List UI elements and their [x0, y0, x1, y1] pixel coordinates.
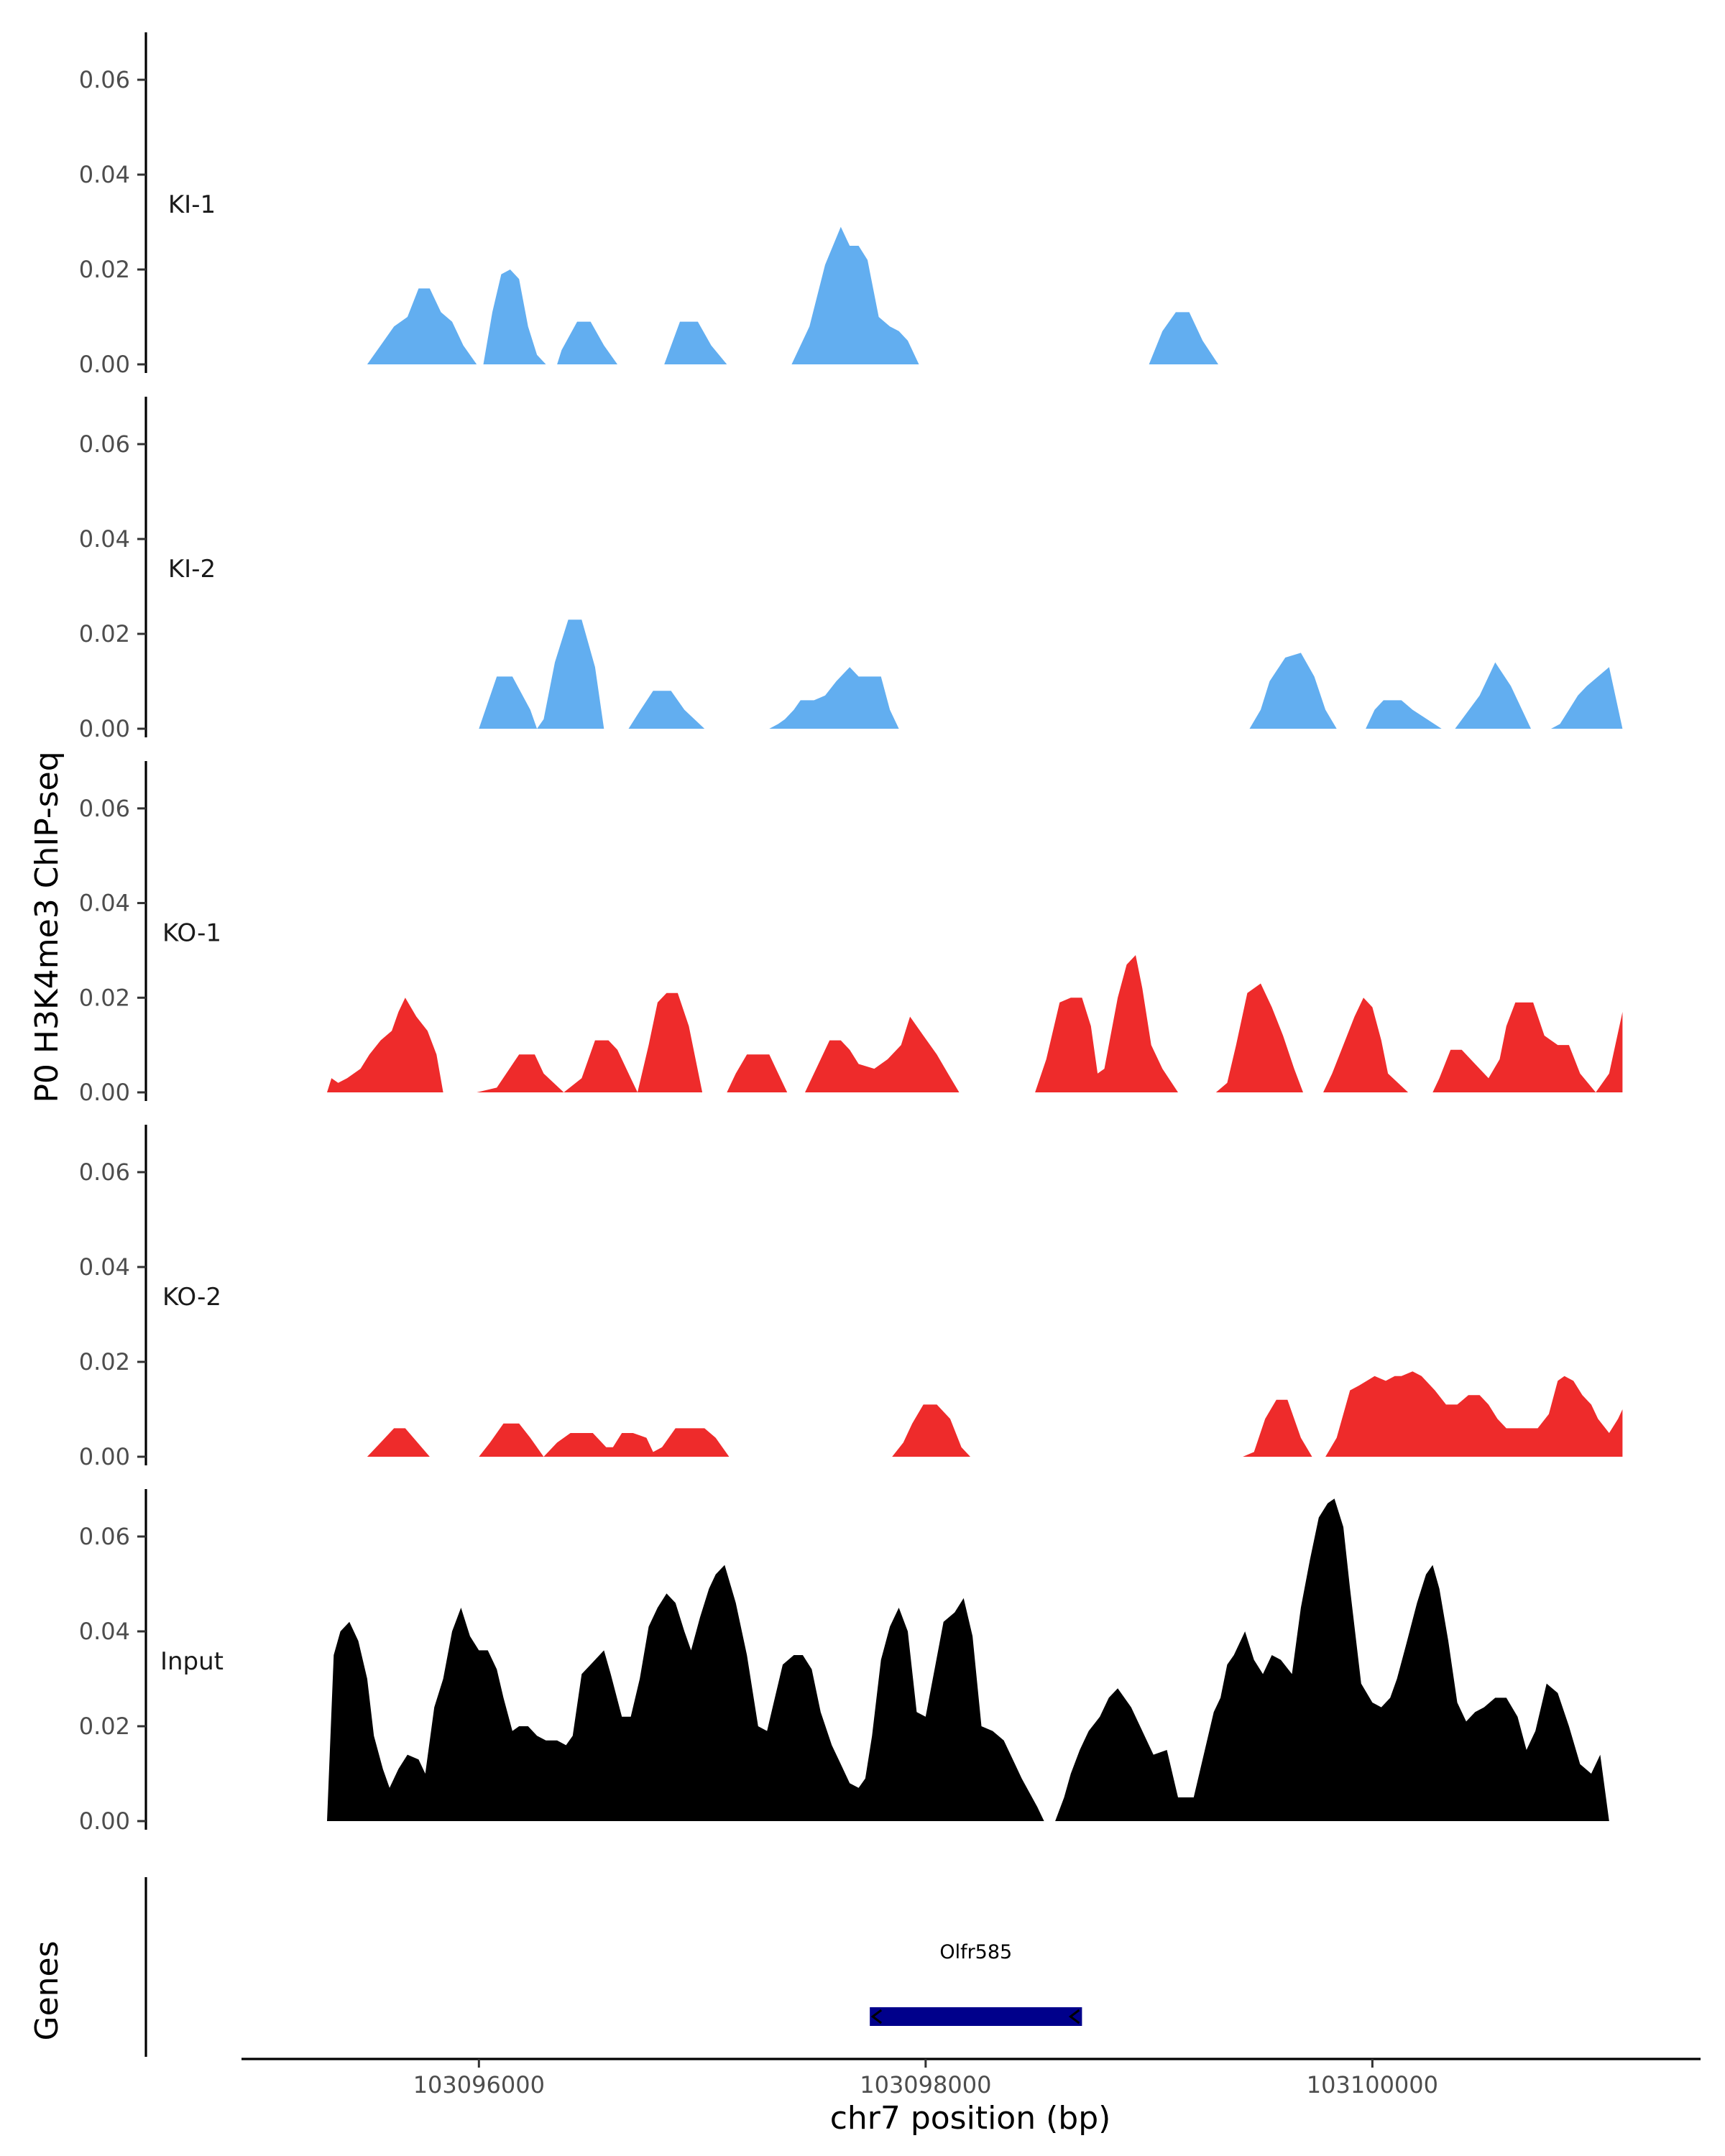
track-ki-1: 0.00 0.02 0.04 0.06 KI-1 — [79, 32, 1218, 378]
x-axis-title: chr7 position (bp) — [830, 2100, 1111, 2137]
signal-area-input — [327, 1498, 1609, 1821]
y-tick-label: 0.02 — [79, 256, 130, 283]
x-axis: 103096000 103098000 103100000 — [242, 2058, 1701, 2099]
track-label: KO-2 — [162, 1283, 221, 1312]
gene-body — [870, 2007, 1082, 2026]
genes-track-label: Genes — [29, 1940, 65, 2040]
track-ko-1: 0.00 0.02 0.04 0.06 KO-1 — [79, 761, 1623, 1106]
y-tick-label: 0.04 — [79, 1253, 130, 1281]
gene-label: Olfr585 — [939, 1941, 1012, 1963]
signal-area-ko-1 — [327, 955, 1623, 1092]
track-ki-2: 0.00 0.02 0.04 0.06 KI-2 — [79, 397, 1623, 742]
y-tick-label: 0.00 — [79, 1079, 130, 1106]
strand-arrow — [870, 2009, 883, 2024]
y-tick-label: 0.02 — [79, 984, 130, 1011]
track-label: Input — [160, 1647, 224, 1676]
y-tick-label: 0.06 — [79, 1158, 130, 1186]
signal-area-ko-2 — [367, 1371, 1623, 1457]
x-tick-label: 103100000 — [1307, 2071, 1438, 2099]
tracks-layer: 0.00 0.02 0.04 0.06 KI-1 0.00 0.02 0.04 0.06 KI-2… — [79, 32, 1623, 1835]
x-tick-label: 103096000 — [413, 2071, 545, 2099]
y-tick-label: 0.04 — [79, 525, 130, 553]
x-tick-label: 103098000 — [860, 2071, 991, 2099]
track-label: KI-2 — [168, 555, 216, 584]
y-tick-label: 0.04 — [79, 1618, 130, 1645]
y-tick-label: 0.04 — [79, 161, 130, 188]
y-tick-label: 0.06 — [79, 430, 130, 458]
signal-area-ki-1 — [367, 226, 1218, 364]
strand-arrow — [1068, 2009, 1080, 2024]
y-tick-label: 0.00 — [79, 715, 130, 742]
y-axis-title: P0 H3K4me3 ChIP-seq — [29, 751, 65, 1102]
genes-track: Olfr585 — [144, 1877, 1082, 2057]
y-tick-label: 0.06 — [79, 66, 130, 93]
y-tick-label: 0.02 — [79, 1713, 130, 1740]
y-tick-label: 0.06 — [79, 1523, 130, 1550]
y-tick-label: 0.00 — [79, 351, 130, 378]
y-tick-label: 0.02 — [79, 1348, 130, 1376]
y-tick-label: 0.00 — [79, 1443, 130, 1470]
track-label: KO-1 — [162, 918, 221, 947]
y-tick-label: 0.02 — [79, 620, 130, 648]
y-tick-label: 0.00 — [79, 1807, 130, 1835]
track-ko-2: 0.00 0.02 0.04 0.06 KO-2 — [79, 1125, 1623, 1470]
track-input: 0.00 0.02 0.04 0.06 Input — [79, 1489, 1609, 1835]
signal-area-ki-2 — [467, 619, 1623, 729]
y-tick-label: 0.04 — [79, 890, 130, 917]
gene-olfr585: Olfr585 — [870, 1941, 1082, 2026]
y-tick-label: 0.06 — [79, 795, 130, 822]
track-label: KI-1 — [168, 190, 216, 219]
